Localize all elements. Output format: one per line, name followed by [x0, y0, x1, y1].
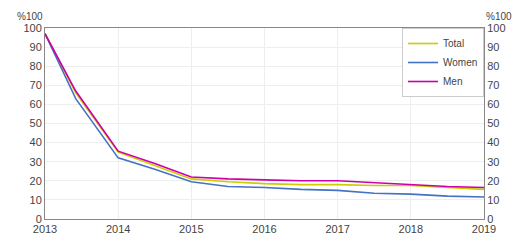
svg-text:40: 40	[487, 136, 499, 148]
svg-text:%100: %100	[17, 11, 43, 22]
svg-text:2018: 2018	[399, 223, 423, 235]
svg-text:30: 30	[30, 156, 42, 168]
svg-text:100: 100	[23, 22, 41, 34]
svg-text:0: 0	[487, 213, 493, 225]
svg-text:40: 40	[30, 136, 42, 148]
svg-text:2019: 2019	[472, 223, 496, 235]
svg-text:90: 90	[487, 41, 499, 53]
svg-text:90: 90	[30, 41, 42, 53]
svg-text:Total: Total	[443, 38, 464, 49]
svg-text:80: 80	[30, 60, 42, 72]
svg-text:50: 50	[30, 117, 42, 129]
svg-text:10: 10	[30, 194, 42, 206]
svg-text:20: 20	[487, 175, 499, 187]
svg-text:Women: Women	[443, 57, 477, 68]
svg-text:80: 80	[487, 60, 499, 72]
svg-text:50: 50	[487, 117, 499, 129]
svg-text:2015: 2015	[179, 223, 203, 235]
svg-text:70: 70	[487, 79, 499, 91]
svg-text:30: 30	[487, 156, 499, 168]
svg-text:%100: %100	[486, 11, 512, 22]
svg-text:100: 100	[487, 22, 505, 34]
svg-text:2017: 2017	[325, 223, 349, 235]
svg-text:60: 60	[30, 98, 42, 110]
svg-text:70: 70	[30, 79, 42, 91]
svg-text:2016: 2016	[252, 223, 276, 235]
svg-text:10: 10	[487, 194, 499, 206]
svg-text:2013: 2013	[33, 223, 57, 235]
svg-text:2014: 2014	[106, 223, 130, 235]
svg-text:60: 60	[487, 98, 499, 110]
svg-text:20: 20	[30, 175, 42, 187]
svg-text:0: 0	[36, 213, 42, 225]
svg-text:Men: Men	[443, 76, 462, 87]
